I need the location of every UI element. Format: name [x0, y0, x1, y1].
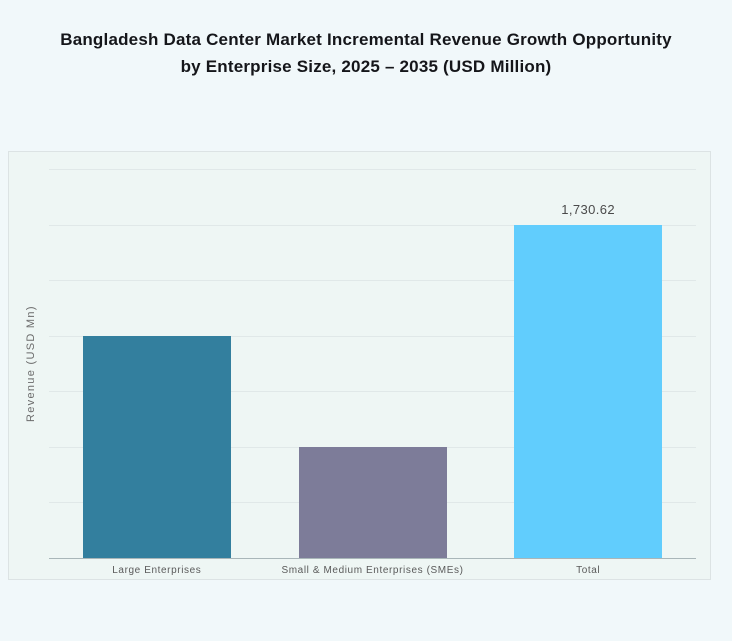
gridline: [49, 335, 696, 337]
bar-total: [514, 224, 663, 558]
chart-panel: Revenue (USD Mn) Large Enterprises Small …: [8, 151, 711, 580]
gridline: [49, 169, 696, 170]
gridline: [49, 224, 696, 226]
page: Bangladesh Data Center Market Incrementa…: [0, 26, 732, 641]
chart-title-line1: Bangladesh Data Center Market Incrementa…: [60, 30, 672, 49]
x-axis-label-small-medium-enterprises-smes: Small & Medium Enterprises (SMEs): [281, 565, 464, 576]
plot-area: Large Enterprises Small & Medium Enterpri…: [49, 169, 696, 576]
bar-value-label: 1,730.62: [561, 201, 616, 217]
chart-title-line2: by Enterprise Size, 2025 – 2035 (USD Mil…: [180, 57, 552, 76]
bar-small-medium-enterprises-smes: [298, 446, 447, 558]
y-axis-label: Revenue (USD Mn): [25, 305, 37, 422]
x-axis-label-total: Total: [576, 565, 601, 576]
gridline: [49, 280, 696, 282]
bar-large-enterprises: [82, 335, 231, 558]
x-axis-label-large-enterprises: Large Enterprises: [112, 565, 202, 576]
chart-title: Bangladesh Data Center Market Incrementa…: [0, 26, 732, 80]
x-axis-line: [49, 558, 696, 559]
gridline: [49, 391, 696, 393]
